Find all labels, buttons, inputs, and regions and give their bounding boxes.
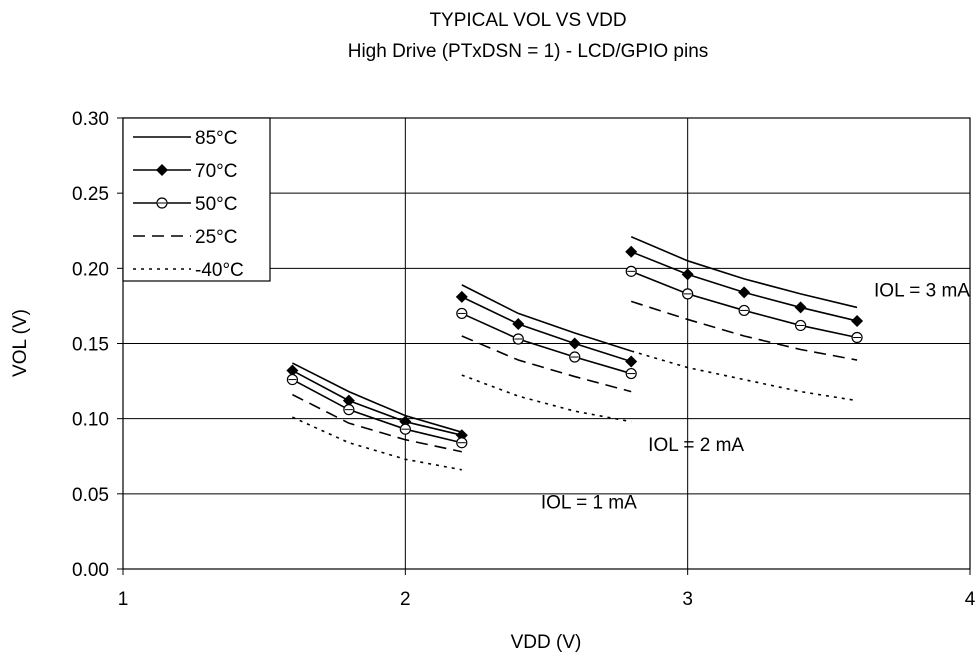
diamond-marker (286, 364, 299, 377)
x-tick-label: 1 (118, 589, 129, 610)
annotation-label: IOL = 2 mA (648, 435, 744, 456)
diamond-marker (625, 245, 638, 258)
x-tick-label: 2 (400, 589, 411, 610)
series-line-50c (292, 378, 462, 444)
y-tick-label: 0.00 (72, 560, 109, 581)
x-tick-label: 3 (682, 589, 693, 610)
series-25c (292, 300, 858, 453)
annotation-label: IOL = 1 mA (541, 492, 637, 513)
diamond-marker (794, 301, 807, 314)
diamond-marker (851, 314, 864, 327)
y-tick-label: 0.30 (72, 109, 109, 130)
series-line-25c (630, 300, 858, 361)
y-axis-label: VOL (V) (10, 309, 31, 377)
y-tick-label: 0.25 (72, 184, 109, 205)
series-line-40c (461, 374, 632, 423)
legend-label: 70°C (195, 161, 237, 182)
diamond-marker (738, 286, 751, 299)
series-line-85c (630, 236, 858, 309)
legend: 85°C 70°C 50°C 25°C -40°C (122, 117, 271, 282)
series-70c (286, 245, 864, 442)
axis-ticks: 0.00 0.05 0.10 0.15 0.20 0.25 0.30 1 2 3 4 (72, 109, 976, 610)
legend-box (122, 117, 271, 282)
series-line-85c (461, 284, 632, 352)
series-line-70c (292, 369, 462, 436)
legend-label: 50°C (195, 194, 237, 215)
series-line-70c (461, 296, 632, 363)
diamond-marker (681, 268, 694, 281)
series-group (286, 236, 864, 471)
chart-title: TYPICAL VOL VS VDD (429, 10, 626, 31)
x-axis-label: VDD (V) (511, 632, 582, 653)
annotations: IOL = 1 mA IOL = 2 mA IOL = 3 mA (541, 280, 970, 513)
y-tick-label: 0.15 (72, 335, 109, 356)
diamond-marker (342, 394, 355, 407)
y-tick-label: 0.05 (72, 485, 109, 506)
series-line-50c (461, 312, 632, 375)
series-line-25c (461, 335, 632, 393)
series-line-50c (630, 270, 858, 339)
series-50c (286, 265, 863, 449)
y-tick-label: 0.10 (72, 410, 109, 431)
diamond-marker (568, 337, 581, 350)
legend-label: -40°C (195, 260, 244, 281)
diamond-marker (625, 355, 638, 368)
series-40c (292, 350, 858, 471)
series-85c (292, 236, 858, 433)
series-line-85c (292, 362, 463, 433)
y-tick-label: 0.20 (72, 259, 109, 280)
x-tick-label: 4 (965, 589, 976, 610)
diamond-marker (455, 290, 468, 303)
diamond-marker (156, 164, 168, 176)
legend-label: 85°C (195, 128, 237, 149)
series-line-40c (630, 350, 858, 402)
chart-subtitle: High Drive (PTxDSN = 1) - LCD/GPIO pins (348, 41, 709, 62)
legend-label: 25°C (195, 227, 237, 248)
diamond-marker (512, 317, 525, 330)
annotation-label: IOL = 3 mA (874, 280, 970, 301)
